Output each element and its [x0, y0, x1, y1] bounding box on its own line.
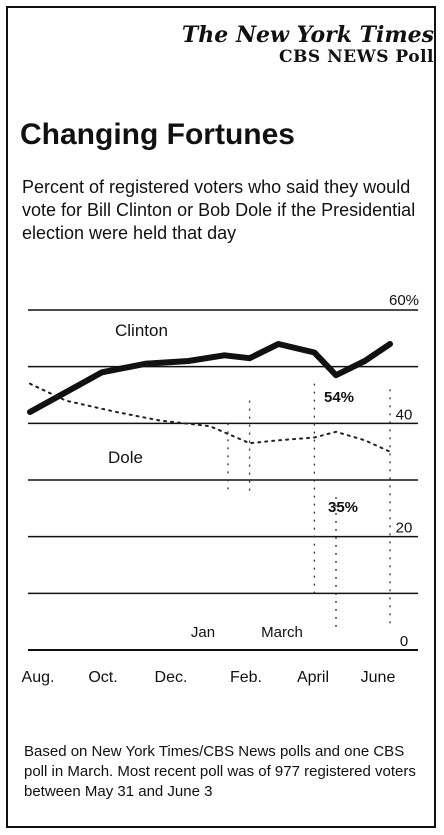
inner-month-label-march: March — [261, 624, 303, 641]
y-tick-label-60: 60% — [389, 292, 419, 309]
clinton-end-value-label: 54% — [324, 389, 354, 406]
y-tick-label-0: 0 — [400, 633, 408, 650]
inner-month-label-jan: Jan — [191, 624, 215, 641]
y-tick-label-20: 20 — [396, 520, 413, 537]
x-tick-label-5: June — [361, 669, 396, 686]
series-label-clinton: Clinton — [115, 321, 168, 340]
x-tick-label-3: Feb. — [230, 669, 262, 686]
dole-end-value-label: 35% — [328, 499, 358, 516]
x-tick-label-0: Aug. — [22, 669, 55, 686]
y-tick-label-40: 40 — [396, 406, 413, 423]
series-label-dole: Dole — [108, 448, 143, 467]
x-tick-label-1: Oct. — [88, 669, 117, 686]
x-tick-label-2: Dec. — [155, 669, 188, 686]
x-tick-label-4: April — [297, 669, 329, 686]
chart-footnote: Based on New York Times/CBS News polls a… — [24, 742, 424, 802]
